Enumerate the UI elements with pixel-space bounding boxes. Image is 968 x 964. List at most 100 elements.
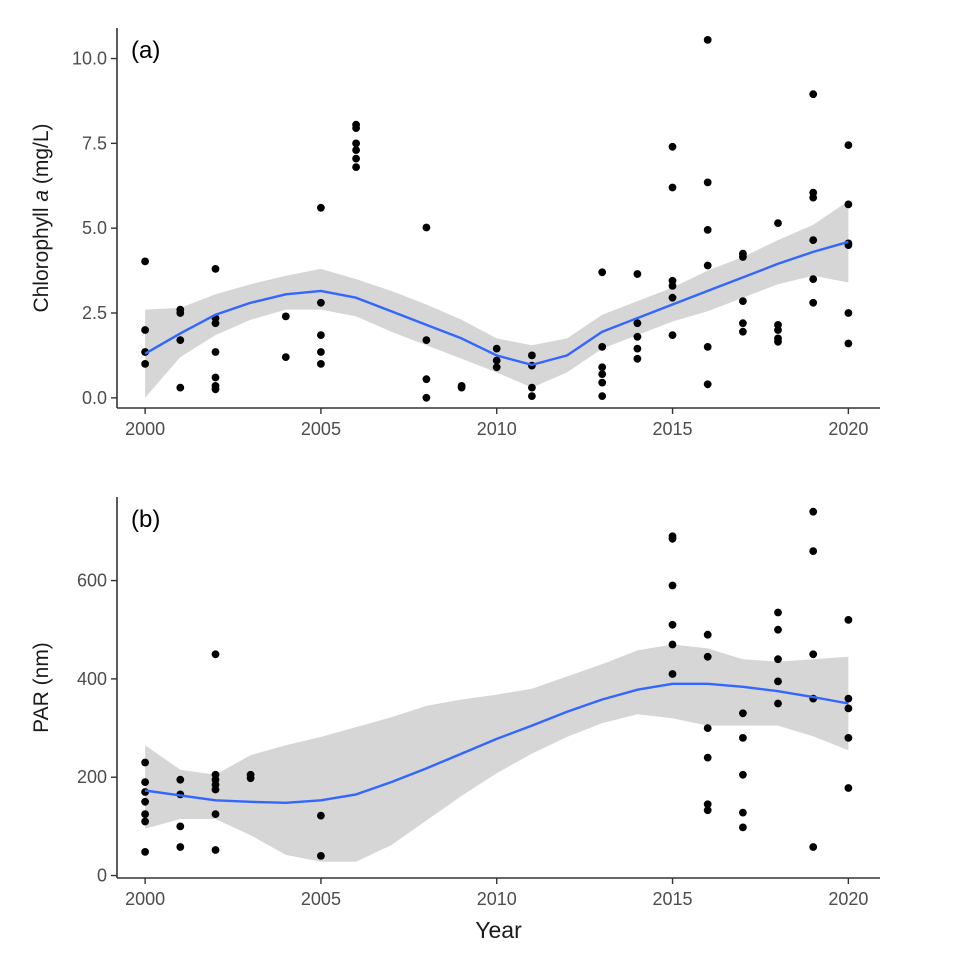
x-tick-label: 2020 (828, 419, 868, 439)
y-tick-label: 5.0 (82, 218, 107, 238)
data-point (668, 534, 677, 543)
y-axis-title: PAR (nm) (30, 642, 53, 733)
y-tick-label: 600 (77, 571, 107, 591)
data-point (844, 784, 853, 792)
panel-label: (b) (131, 506, 160, 533)
data-point (809, 298, 818, 307)
smooth-trend-line (144, 682, 849, 804)
data-point (703, 630, 712, 639)
data-point (422, 336, 431, 344)
data-point (211, 385, 220, 394)
confidence-ribbon (145, 644, 849, 862)
data-point (844, 141, 853, 150)
data-point (739, 297, 747, 305)
data-point (844, 734, 853, 742)
x-axis-title: Year (475, 917, 522, 943)
data-point (774, 326, 782, 334)
y-axis-title-text: Chlorophyll (30, 202, 53, 313)
data-point (352, 146, 360, 155)
data-point (739, 770, 747, 779)
data-point (492, 344, 501, 353)
data-point (774, 219, 782, 228)
data-point (176, 822, 185, 831)
data-point (703, 652, 712, 661)
data-point (457, 383, 466, 392)
data-point (703, 724, 712, 732)
data-point (668, 581, 677, 590)
data-point (844, 616, 853, 624)
x-tick-label: 2020 (828, 889, 868, 909)
data-point (739, 709, 747, 718)
panel-a: 2000 2005 2010 2015 2020 0.0 2.5 5.0 7.5 10.0 (a) C… (30, 28, 880, 439)
data-point (246, 774, 255, 783)
data-point (317, 298, 325, 307)
data-point (281, 312, 290, 321)
data-point (809, 193, 818, 202)
y-tick-label: 0.0 (82, 388, 107, 408)
y-tick-label: 0 (97, 866, 107, 886)
data-point (774, 677, 782, 686)
data-point (809, 507, 818, 516)
y-axis-title-unit: (mg/L) (30, 123, 53, 190)
data-point (809, 275, 818, 283)
data-point (668, 331, 677, 339)
data-point (317, 811, 325, 820)
y-axis-title: Chlorophyll a (mg/L) (30, 123, 53, 312)
data-point (422, 375, 431, 384)
data-point (598, 343, 607, 351)
y-tick-label: 2.5 (82, 303, 107, 323)
data-point (317, 203, 325, 212)
data-point (739, 253, 747, 261)
data-point (668, 183, 677, 192)
data-point (598, 392, 607, 400)
data-point (703, 226, 712, 234)
data-point (809, 547, 818, 555)
data-point (176, 775, 185, 784)
data-point (598, 268, 607, 277)
data-point (668, 282, 677, 290)
data-point (141, 810, 150, 818)
data-point (739, 327, 747, 336)
data-point (739, 808, 747, 817)
smooth-trend-line (144, 240, 849, 367)
data-point (703, 343, 712, 351)
panel-b: 2000 2005 2010 2015 2020 0 200 400 600 (b) PAR (nm… (30, 497, 880, 943)
data-point (703, 261, 712, 270)
data-point (633, 332, 642, 341)
data-point (141, 360, 150, 368)
data-point (809, 843, 818, 851)
data-point (668, 670, 677, 678)
x-tick-label: 2015 (653, 889, 693, 909)
data-point (141, 778, 150, 786)
data-point (774, 699, 782, 708)
data-point (739, 319, 747, 328)
y-tick-label: 400 (77, 669, 107, 689)
data-point (809, 236, 818, 245)
data-point (211, 348, 220, 356)
data-point (141, 848, 150, 856)
data-point (844, 694, 853, 703)
data-point (809, 650, 818, 659)
data-point (774, 608, 782, 617)
data-point (703, 178, 712, 187)
data-point (422, 223, 431, 232)
data-point (211, 810, 220, 818)
data-point (211, 650, 220, 659)
data-point (598, 363, 607, 372)
data-point (176, 383, 185, 392)
data-point (176, 336, 185, 344)
data-point (774, 625, 782, 634)
x-tick-label: 2000 (125, 889, 165, 909)
data-point (528, 392, 536, 400)
data-point (668, 640, 677, 649)
x-tick-label: 2000 (125, 419, 165, 439)
data-point (141, 257, 150, 266)
y-tick-label: 10.0 (72, 49, 107, 69)
data-point (422, 393, 431, 402)
data-point (668, 620, 677, 629)
data-point (633, 344, 642, 353)
data-point (809, 90, 818, 99)
data-point (774, 655, 782, 664)
data-point (317, 360, 325, 368)
